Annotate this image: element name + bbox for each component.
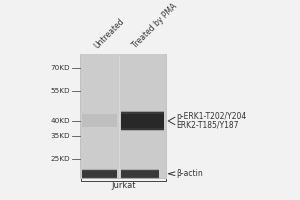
Bar xyxy=(121,111,164,114)
Bar xyxy=(121,177,159,179)
Text: p-ERK1-T202/Y204: p-ERK1-T202/Y204 xyxy=(176,112,247,121)
Bar xyxy=(82,169,117,171)
Text: 40KD: 40KD xyxy=(50,118,70,124)
Bar xyxy=(80,54,167,178)
Text: 70KD: 70KD xyxy=(50,65,70,71)
Text: Untreated: Untreated xyxy=(93,16,127,50)
Text: ERK2-T185/Y187: ERK2-T185/Y187 xyxy=(176,121,239,130)
Bar xyxy=(121,169,159,171)
Text: 35KD: 35KD xyxy=(50,133,70,139)
Bar xyxy=(121,128,164,131)
Bar xyxy=(81,54,118,178)
Text: 25KD: 25KD xyxy=(50,156,70,162)
Bar xyxy=(82,177,117,179)
Bar xyxy=(82,114,117,127)
Text: Jurkat: Jurkat xyxy=(111,181,136,190)
Bar xyxy=(121,170,159,178)
Text: β-actin: β-actin xyxy=(176,169,203,178)
Bar xyxy=(82,170,117,178)
Text: Treated by PMA: Treated by PMA xyxy=(131,2,179,50)
Bar xyxy=(120,54,166,178)
Bar xyxy=(121,112,164,130)
Text: 55KD: 55KD xyxy=(50,88,70,94)
